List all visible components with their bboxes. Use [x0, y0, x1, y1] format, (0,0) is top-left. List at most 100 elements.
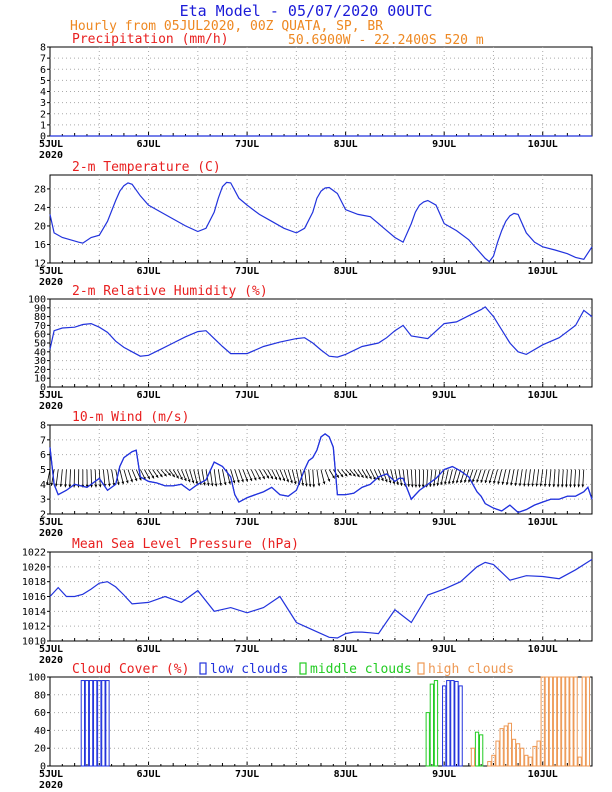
cloud-bar [557, 676, 562, 767]
wind-arrow [561, 469, 564, 488]
wind-arrow-head [392, 481, 396, 485]
x-tick-label: 7JUL [235, 266, 259, 277]
wind-arrow-head [308, 484, 312, 487]
cloud-bar [561, 676, 566, 767]
wind-arrow-head [444, 481, 447, 485]
chart-title: Eta Model - 05/07/2020 00UTC [180, 2, 433, 20]
y-tick-label: 1014 [22, 607, 46, 618]
cloud-bar [565, 676, 570, 767]
cloud-bar [478, 734, 484, 767]
cloud-bar [458, 685, 463, 767]
wind-arrow-head [134, 478, 138, 482]
x-tick-label: 5JUL [39, 390, 63, 401]
x-tick-label: 6JUL [136, 644, 160, 655]
wind-arrow-head [195, 481, 199, 485]
wind-arrow-head [202, 482, 206, 486]
y-tick-label: 80 [34, 690, 46, 701]
cloud-bar [507, 722, 513, 767]
wind-arrow-head [151, 475, 155, 479]
wind-arrow [519, 469, 523, 487]
x-tick-label: 7JUL [235, 517, 259, 528]
wind-arrow-head [219, 482, 223, 486]
wind-arrow-head [210, 483, 214, 487]
y-tick-label: 0 [40, 762, 46, 773]
x-tick-label: 5JUL [39, 769, 63, 780]
wind-arrow-head [531, 483, 535, 487]
wind-arrow [429, 469, 433, 487]
wind-arrow [209, 469, 213, 487]
cloud-bar [84, 680, 90, 767]
wind-arrow-head [436, 482, 440, 486]
wind-arrow [437, 469, 441, 486]
wind-arrow-head [94, 484, 98, 488]
wind-arrow-head [64, 484, 67, 488]
y-tick-label: 2 [40, 109, 46, 120]
x-tick-label: 10JUL [528, 769, 558, 780]
y-tick-label: 100 [28, 295, 46, 306]
cloud-bar [491, 754, 496, 767]
wind-arrow-head [569, 484, 572, 488]
y-tick-label: 8 [40, 421, 46, 432]
wind-arrow-head [543, 483, 547, 487]
panel-title: 2-m Temperature (C) [72, 160, 221, 175]
wind-arrow-head [493, 480, 496, 484]
wind-arrow-head [282, 478, 286, 482]
y-tick-label: 1010 [22, 637, 46, 648]
wind-arrow-head [266, 475, 269, 479]
cloud-bar [97, 680, 102, 767]
wind-arrow-head [121, 481, 125, 485]
bars-high-clouds [470, 676, 591, 767]
cloud-bar [446, 680, 451, 767]
wind-arrow-head [322, 481, 326, 485]
wind-arrow [433, 469, 437, 487]
cloud-bar [581, 676, 586, 767]
wind-arrow [102, 469, 106, 487]
wind-arrow-head [138, 477, 142, 481]
x-tick-label: 9JUL [432, 769, 456, 780]
wind-arrow-head [356, 474, 360, 478]
series-line-relative_humidity [49, 306, 593, 358]
wind-arrow-head [399, 482, 403, 486]
x-tick-label: 10JUL [528, 266, 558, 277]
x-year-label: 2020 [39, 528, 63, 539]
wind-arrow-head [107, 483, 111, 487]
panel-title: Mean Sea Level Pressure (hPa) [72, 537, 299, 552]
cloud-bar [524, 754, 529, 767]
panel-frame [49, 174, 593, 264]
wind-arrow-head [472, 479, 475, 483]
wind-arrow-head [183, 478, 187, 482]
wind-arrow-head [581, 484, 585, 488]
x-tick-label: 9JUL [432, 517, 456, 528]
wind-arrow-head [112, 482, 116, 486]
cloud-bar [569, 676, 574, 767]
y-tick-label: 2 [40, 510, 46, 521]
wind-arrow-head [278, 477, 282, 481]
x-tick-label: 5JUL [39, 139, 63, 150]
x-year-label: 2020 [39, 401, 63, 412]
wind-arrow-head [459, 480, 463, 484]
wind-arrow [316, 469, 320, 487]
y-tick-label: 60 [34, 330, 46, 341]
wind-arrow [107, 469, 111, 487]
wind-arrow-head [518, 483, 522, 487]
wind-arrow-head [505, 482, 509, 486]
y-tick-label: 3 [40, 495, 46, 506]
wind-arrow-head [348, 472, 352, 476]
wind-arrow [422, 469, 425, 488]
x-tick-label: 5JUL [39, 266, 63, 277]
wind-arrow [308, 469, 311, 487]
wind-arrow-head [451, 480, 455, 484]
wind-arrow-head [253, 477, 257, 481]
wind-arrow [201, 469, 206, 486]
wind-arrow-head [232, 480, 236, 484]
x-year-label: 2020 [39, 277, 63, 288]
wind-arrow-head [364, 475, 368, 479]
x-tick-label: 6JUL [136, 139, 160, 150]
y-tick-label: 6 [40, 65, 46, 76]
y-tick-label: 100 [28, 673, 46, 684]
wind-arrow-head [45, 482, 49, 486]
y-tick-label: 1022 [22, 548, 46, 559]
cloud-bar [433, 680, 439, 767]
wind-arrow-head [214, 483, 218, 487]
